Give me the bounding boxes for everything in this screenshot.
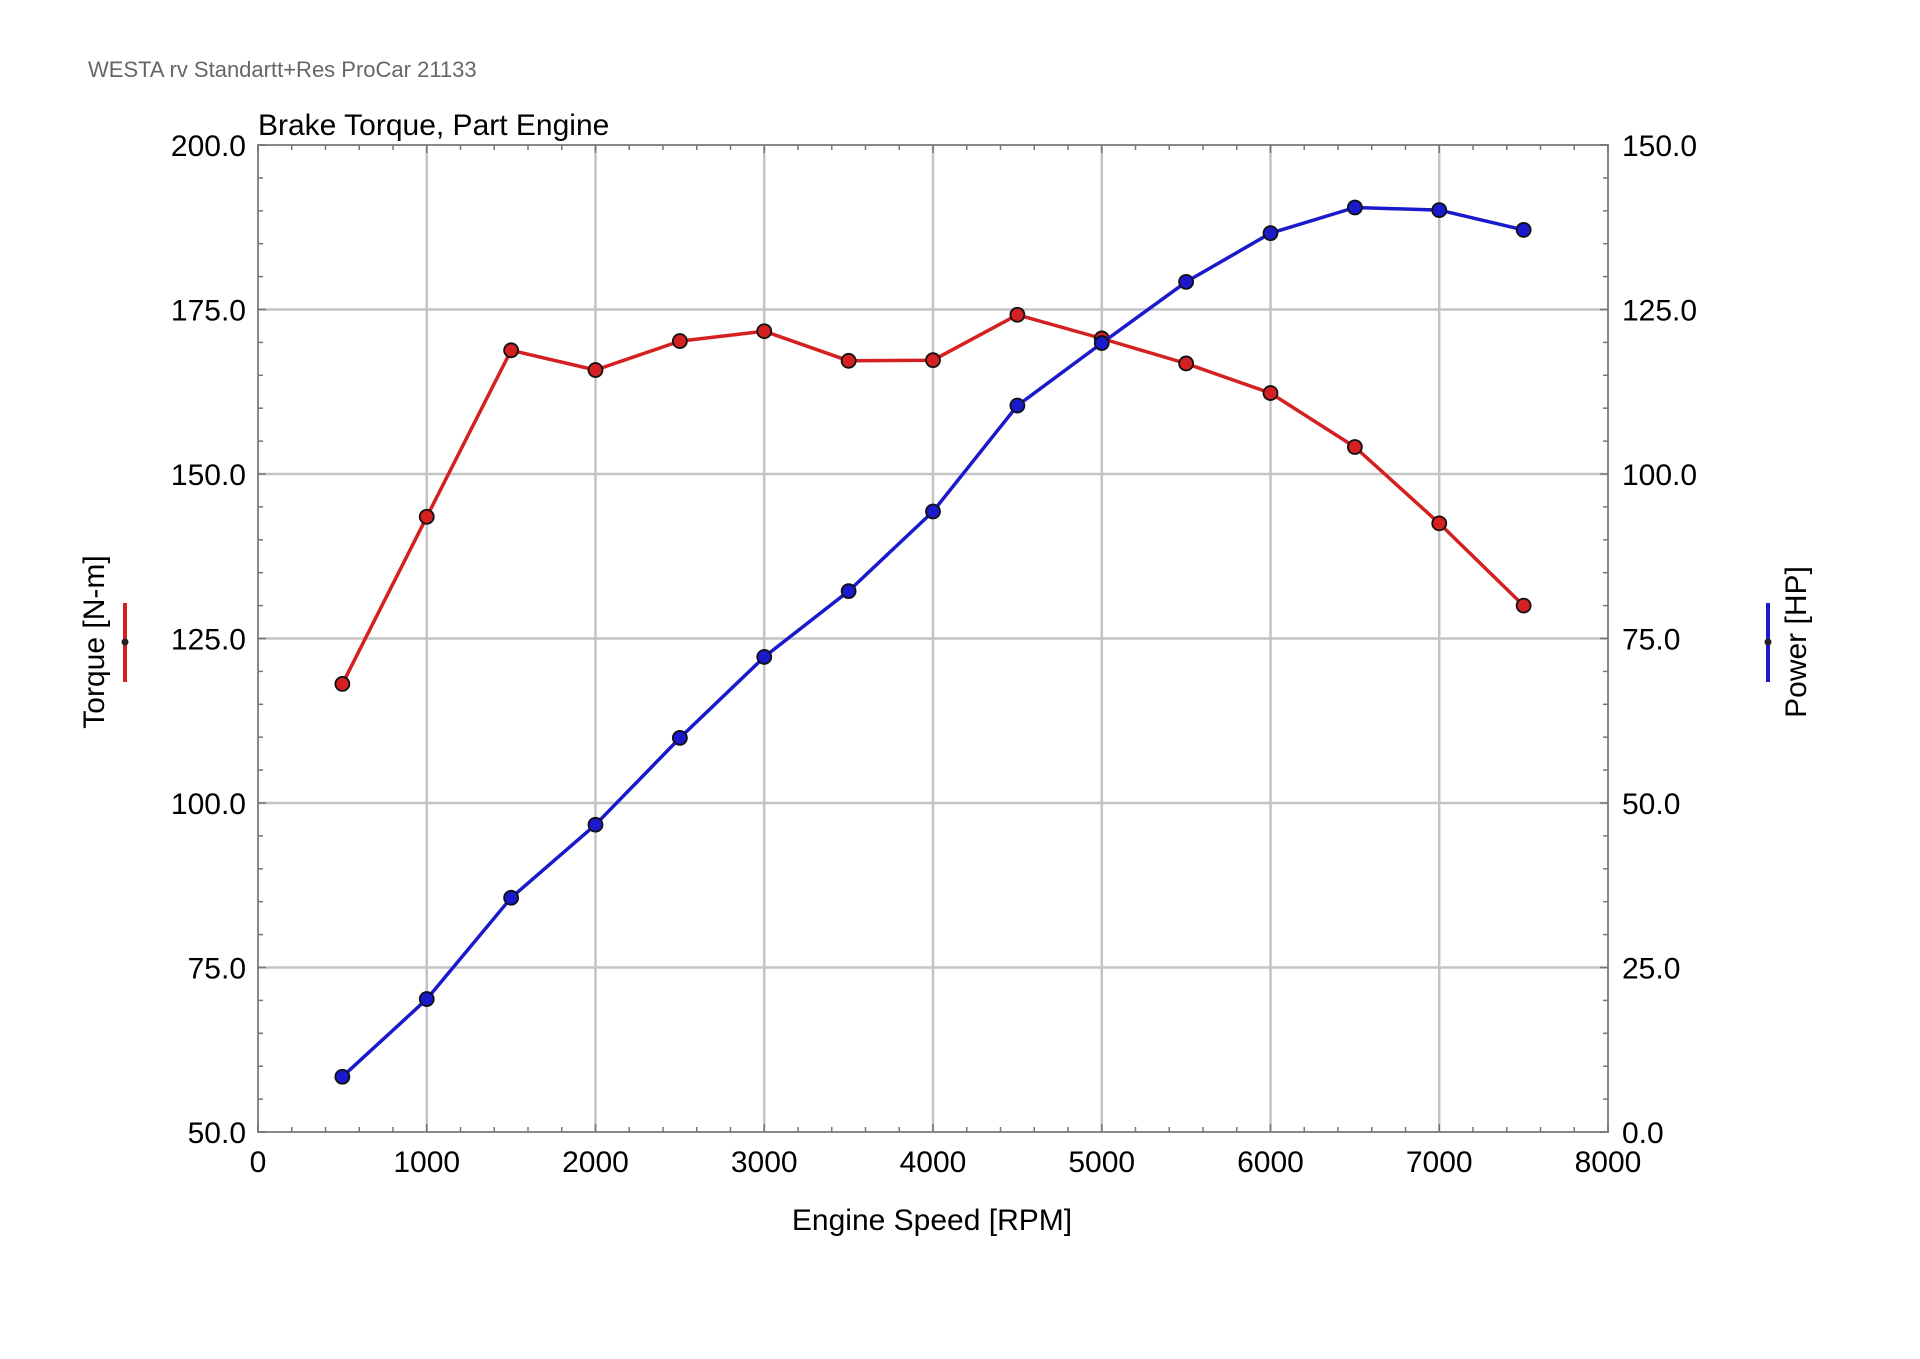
y-right-tick-label: 150.0 — [1622, 130, 1697, 163]
y-right-tick-label: 25.0 — [1622, 953, 1680, 986]
grid — [258, 145, 1608, 1132]
torque-data-point — [334, 676, 351, 692]
torque-data-point — [503, 342, 520, 359]
torque-data-point — [756, 323, 773, 340]
y-right-tick-label: 50.0 — [1622, 788, 1680, 821]
power-data-point — [840, 583, 857, 600]
y-left-tick-label: 50.0 — [188, 1117, 246, 1150]
x-tick-label: 1000 — [393, 1146, 460, 1179]
power-data-point — [1515, 221, 1532, 238]
right-legend-marker — [1764, 638, 1772, 646]
torque-data-point — [1262, 385, 1279, 401]
x-axis-title: Engine Speed [RPM] — [792, 1204, 1072, 1237]
right-axis-title-group: Power [HP] — [1764, 566, 1813, 718]
x-tick-labels: 0 1000 2000 3000 4000 5000 6000 7000 8000 — [250, 1146, 1642, 1179]
y-right-axis-title: Power [HP] — [1780, 566, 1813, 718]
header-text: WESTA rv Standartt+Res ProCar 21133 — [88, 57, 477, 82]
power-data-point — [334, 1068, 351, 1085]
torque-data-point — [1431, 515, 1448, 532]
power-data-point — [1093, 335, 1110, 351]
x-tick-label: 8000 — [1575, 1146, 1642, 1179]
y-right-tick-label: 0.0 — [1622, 1117, 1664, 1150]
torque-data-point — [840, 352, 857, 369]
minor-ticks — [257, 144, 1609, 1133]
torque-data-point — [1346, 439, 1363, 455]
torque-data-point — [1515, 597, 1532, 614]
y-right-tick-label: 75.0 — [1622, 624, 1680, 657]
torque-data-point — [925, 352, 941, 369]
power-data-point — [671, 729, 688, 746]
left-legend-marker — [121, 638, 129, 646]
y-right-tick-labels: 0.0 25.0 50.0 75.0 100.0 125.0 150.0 — [1622, 130, 1697, 1150]
y-left-tick-label: 100.0 — [171, 788, 246, 821]
left-axis-title-group: Torque [N-m] — [78, 555, 129, 729]
power-data-point — [925, 503, 941, 520]
power-data-point — [1262, 225, 1279, 242]
torque-data-point — [1178, 355, 1195, 372]
torque-data-point — [418, 508, 435, 525]
x-tick-label: 2000 — [562, 1146, 629, 1179]
y-left-axis-title: Torque [N-m] — [78, 555, 111, 728]
y-right-tick-label: 100.0 — [1622, 459, 1697, 492]
x-tick-label: 0 — [250, 1146, 267, 1179]
x-tick-label: 6000 — [1237, 1146, 1304, 1179]
power-data-point — [503, 889, 520, 906]
y-left-tick-label: 175.0 — [171, 295, 246, 328]
power-data-point — [1346, 199, 1363, 216]
y-right-tick-label: 125.0 — [1622, 295, 1697, 328]
x-tick-label: 4000 — [900, 1146, 967, 1179]
power-data-point — [418, 991, 435, 1007]
x-tick-label: 7000 — [1406, 1146, 1473, 1179]
y-left-tick-label: 200.0 — [171, 130, 246, 163]
torque-data-point — [1009, 306, 1026, 323]
series-group — [334, 199, 1532, 1085]
y-left-tick-label: 75.0 — [188, 953, 246, 986]
chart-title: Brake Torque, Part Engine — [258, 109, 609, 142]
power-data-point — [1431, 202, 1448, 219]
power-data-point — [587, 816, 604, 833]
x-tick-label: 3000 — [731, 1146, 798, 1179]
x-tick-label: 5000 — [1068, 1146, 1135, 1179]
power-data-point — [1009, 397, 1026, 414]
torque-data-point — [587, 362, 604, 378]
torque-data-point — [671, 333, 688, 349]
y-left-tick-labels: 50.0 75.0 100.0 125.0 150.0 175.0 200.0 — [171, 130, 246, 1150]
y-left-tick-label: 150.0 — [171, 459, 246, 492]
power-data-point — [1178, 273, 1195, 290]
y-left-tick-label: 125.0 — [171, 624, 246, 657]
power-data-point — [756, 649, 773, 665]
